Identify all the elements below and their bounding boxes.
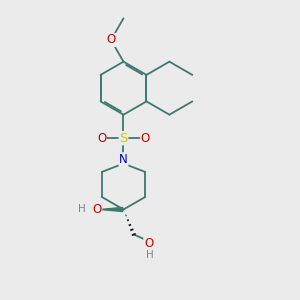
Text: S: S [119,132,128,145]
Text: N: N [119,153,128,166]
Text: O: O [106,34,116,46]
Text: O: O [97,132,106,145]
Polygon shape [100,207,123,212]
Text: O: O [141,132,150,145]
Text: H: H [146,250,154,260]
Text: H: H [77,204,85,214]
Text: O: O [144,237,153,250]
Text: O: O [92,203,102,216]
